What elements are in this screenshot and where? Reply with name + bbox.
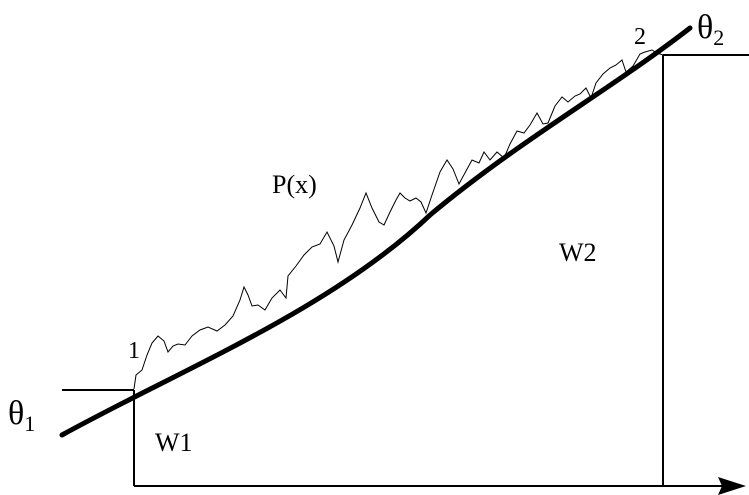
point-2-label: 2 bbox=[634, 24, 646, 50]
theta1-subscript: 1 bbox=[24, 411, 35, 436]
theta1-symbol: θ bbox=[8, 395, 24, 432]
thick-curve bbox=[59, 25, 693, 438]
w2-label: W2 bbox=[559, 238, 597, 267]
point-1-label: 1 bbox=[128, 338, 140, 364]
theta2-subscript: 2 bbox=[713, 25, 724, 50]
px-label: P(x) bbox=[272, 170, 317, 199]
theta2-label: θ2 bbox=[697, 9, 724, 50]
axis-arrowhead bbox=[718, 477, 746, 495]
w1-label: W1 bbox=[155, 428, 193, 457]
theta1-label: θ1 bbox=[8, 395, 35, 436]
px-jagged-profile bbox=[133, 49, 664, 390]
theta2-symbol: θ bbox=[697, 9, 713, 46]
